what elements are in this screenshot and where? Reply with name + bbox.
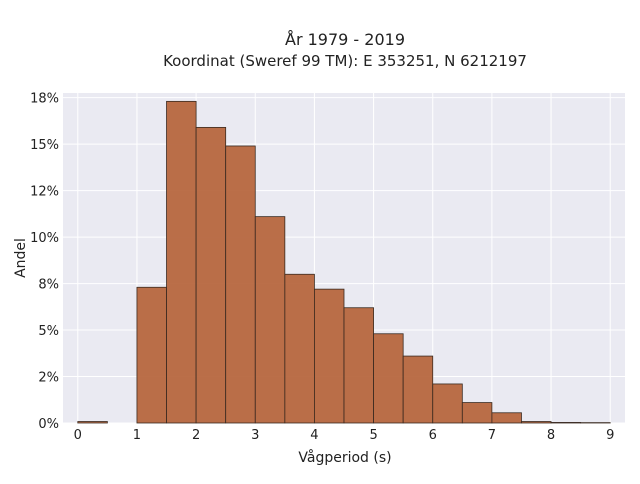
y-tick-label: 8%	[38, 278, 59, 293]
histogram-bar	[196, 127, 226, 423]
histogram-bar	[226, 146, 256, 423]
x-tick-label: 3	[251, 428, 259, 443]
x-tick-label: 7	[488, 428, 496, 443]
y-tick-label: 18%	[30, 92, 59, 107]
histogram-bar	[255, 217, 285, 423]
histogram-bar	[314, 289, 344, 423]
histogram-bar	[403, 356, 433, 423]
x-axis-ticks: 0 1 2 3 4 5 6 7 8 9	[74, 428, 615, 443]
histogram-bar	[374, 334, 404, 423]
y-tick-label: 2%	[38, 371, 59, 386]
histogram-bar	[137, 287, 167, 423]
x-tick-label: 2	[192, 428, 200, 443]
chart-subtitle: Koordinat (Sweref 99 TM): E 353251, N 62…	[163, 52, 527, 70]
histogram-bar	[492, 413, 522, 423]
histogram-bar	[78, 422, 108, 423]
x-tick-label: 6	[429, 428, 437, 443]
x-tick-label: 0	[74, 428, 82, 443]
histogram-bar	[551, 422, 581, 423]
histogram-bar	[462, 403, 492, 423]
x-axis-label: Vågperiod (s)	[298, 449, 391, 466]
x-tick-label: 8	[547, 428, 555, 443]
y-tick-label: 10%	[30, 231, 59, 246]
histogram-bar	[344, 308, 374, 423]
chart-title: År 1979 - 2019	[285, 30, 405, 49]
y-axis-ticks: 0% 2% 5% 8% 10% 12% 15% 18%	[30, 92, 59, 432]
y-tick-label: 12%	[30, 185, 59, 200]
x-tick-label: 9	[606, 428, 614, 443]
x-tick-label: 1	[133, 428, 141, 443]
x-tick-label: 4	[310, 428, 318, 443]
histogram-bar	[521, 422, 551, 423]
histogram-bar	[433, 384, 463, 423]
histogram-bar	[285, 274, 315, 423]
y-tick-label: 5%	[38, 324, 59, 339]
histogram-bar	[167, 101, 197, 423]
y-axis-label: Andel	[13, 238, 29, 278]
y-tick-label: 15%	[30, 138, 59, 153]
x-tick-label: 5	[369, 428, 377, 443]
y-tick-label: 0%	[38, 417, 59, 432]
